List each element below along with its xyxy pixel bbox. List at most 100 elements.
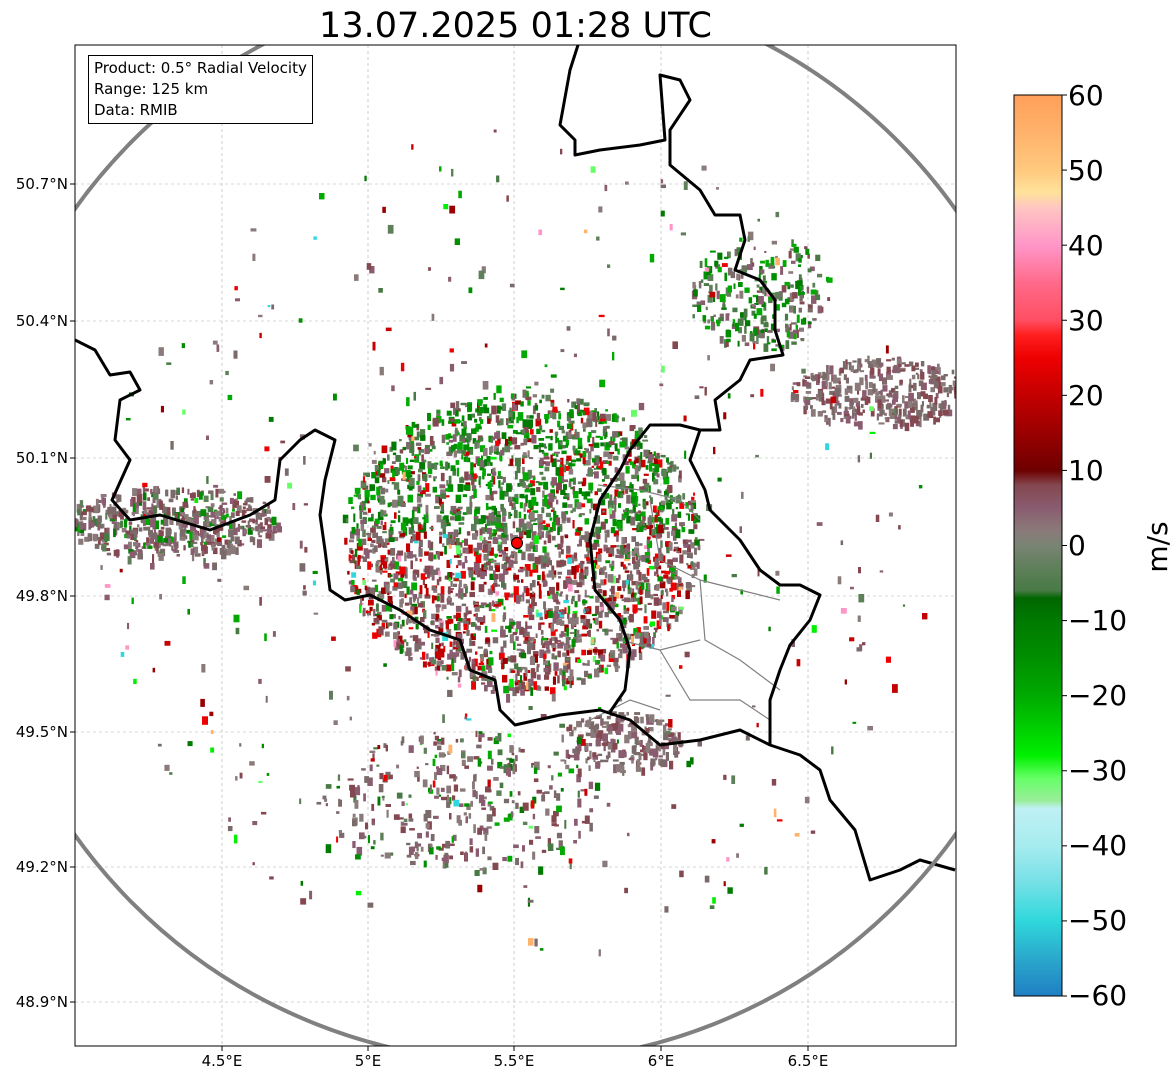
echo-cell [266, 516, 271, 520]
echo-cell [514, 445, 521, 450]
echo-cell [128, 541, 132, 551]
echo-cell [601, 725, 608, 728]
echo-cell [543, 524, 549, 531]
echo-cell [481, 807, 486, 810]
echo-cell [457, 532, 460, 535]
echo-cell [572, 613, 575, 620]
echo-cell [835, 397, 838, 401]
echo-cell [640, 511, 646, 517]
echo-cell [440, 593, 445, 603]
echo-cell [914, 403, 918, 411]
echo-cell [898, 525, 901, 530]
echo-cell [545, 557, 551, 566]
echo-cell [593, 795, 599, 799]
echo-cell [387, 480, 390, 484]
echo-cell [133, 542, 139, 547]
echo-cell [411, 603, 418, 607]
echo-cell [907, 399, 912, 408]
echo-cell [364, 585, 368, 591]
echo-cell [503, 685, 510, 694]
echo-cell [528, 637, 532, 641]
echo-cell [379, 564, 383, 571]
echo-cell [485, 494, 491, 501]
echo-cell [376, 611, 382, 616]
echo-cell [713, 446, 716, 455]
echo-cell [331, 636, 336, 641]
echo-cell [175, 513, 178, 521]
echo-cell [665, 694, 671, 697]
echo-cell [581, 491, 588, 497]
echo-cell [704, 267, 709, 272]
echo-cell [369, 764, 373, 772]
echo-cell [475, 651, 478, 655]
echo-cell [441, 419, 445, 426]
echo-cell [524, 636, 531, 644]
echo-cell [544, 791, 550, 794]
echo-cell [255, 526, 259, 531]
echo-cell [750, 394, 755, 398]
echo-cell [594, 782, 601, 791]
echo-cell [578, 830, 581, 839]
lat-label: 50.7°N [15, 175, 68, 193]
echo-cell [489, 491, 494, 500]
echo-cell [194, 529, 198, 535]
echo-cell [672, 341, 678, 349]
echo-cell [303, 585, 306, 590]
echo-cell [529, 480, 535, 487]
echo-cell [181, 512, 186, 516]
echo-cell [486, 664, 492, 670]
echo-cell [602, 460, 609, 464]
echo-cell [384, 488, 389, 493]
echo-cell [520, 748, 525, 753]
echo-cell [557, 772, 562, 777]
echo-cell [376, 615, 382, 621]
echo-cell [907, 410, 911, 420]
echo-cell [522, 482, 526, 488]
echo-cell [904, 422, 910, 432]
echo-cell [455, 494, 462, 503]
echo-cell [888, 512, 893, 517]
echo-cell [462, 494, 468, 498]
echo-cell [579, 734, 584, 738]
echo-cell [579, 454, 583, 458]
echo-cell [638, 555, 642, 561]
echo-cell [633, 460, 636, 465]
echo-cell [186, 529, 191, 534]
echo-cell [233, 499, 237, 502]
echo-cell [885, 404, 890, 410]
echo-cell [917, 392, 921, 400]
echo-cell [455, 460, 460, 465]
echo-cell [501, 537, 507, 545]
echo-cell [329, 690, 333, 700]
echo-cell [525, 570, 529, 577]
echo-cell [755, 454, 759, 458]
colorbar [1013, 94, 1063, 997]
echo-cell [464, 803, 469, 807]
echo-cell [580, 615, 587, 624]
echo-cell [455, 427, 458, 437]
lat-label: 50.4°N [15, 312, 68, 330]
echo-cell [472, 789, 476, 798]
echo-cell [675, 529, 681, 539]
echo-cell [566, 650, 570, 656]
echo-cell [920, 391, 926, 397]
echo-cell [698, 281, 702, 289]
echo-cell [533, 778, 539, 783]
echo-cell [711, 321, 716, 331]
echo-cell [762, 280, 767, 284]
echo-cell [881, 405, 884, 414]
echo-cell [446, 765, 450, 775]
echo-cell [789, 323, 792, 331]
echo-cell [855, 401, 860, 407]
echo-cell [362, 476, 365, 483]
echo-cell [231, 509, 235, 512]
echo-cell [497, 749, 503, 756]
echo-cell [416, 495, 422, 503]
echo-cell [146, 537, 150, 544]
echo-cell [885, 345, 889, 354]
echo-cell [461, 540, 466, 543]
echo-cell [473, 473, 477, 479]
echo-cell [271, 516, 277, 526]
echo-cell [244, 528, 248, 535]
echo-cell [572, 520, 575, 529]
